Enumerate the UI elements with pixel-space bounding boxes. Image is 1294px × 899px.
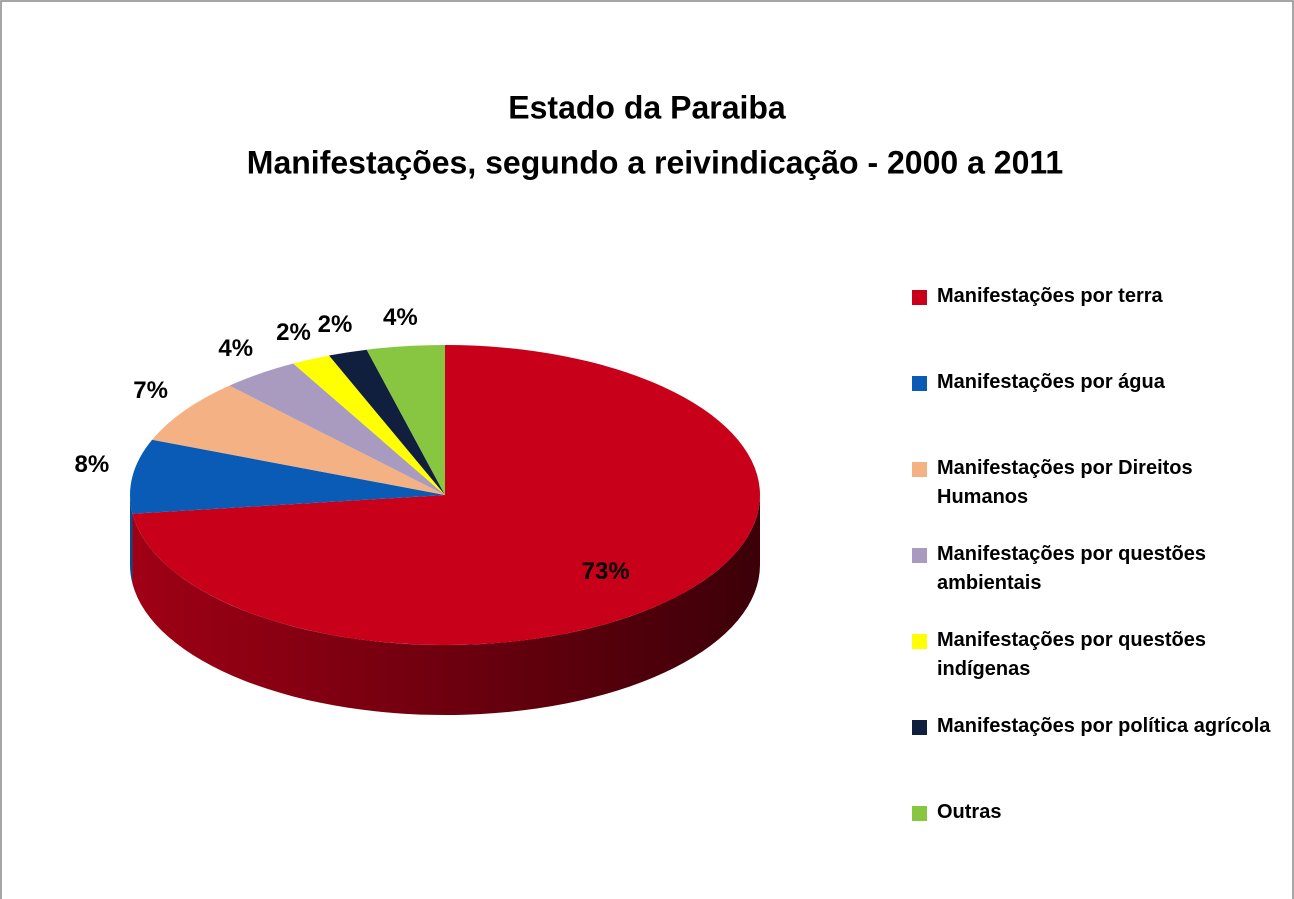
legend-label: Manifestações por questões ambientais — [937, 543, 1206, 594]
legend-swatch — [912, 634, 927, 649]
legend-item: Manifestações por questões indígenas — [912, 626, 1287, 712]
data-label: 73% — [582, 558, 630, 585]
slice — [366, 345, 445, 495]
slice-side — [132, 495, 760, 716]
legend-item: Manifestações por água — [912, 368, 1287, 454]
slice — [130, 439, 446, 514]
legend-item: Manifestações por política agrícola — [912, 712, 1287, 798]
data-label: 4% — [218, 335, 253, 362]
legend-item: Manifestações por Direitos Humanos — [912, 454, 1287, 540]
slice — [229, 363, 445, 495]
legend-item: Manifestações por terra — [912, 282, 1287, 368]
slice-side — [130, 495, 133, 584]
chart-subtitle: Manifestações, segundo a reivindicação -… — [247, 144, 1063, 180]
legend-swatch — [912, 720, 927, 735]
legend-swatch — [912, 548, 927, 563]
data-label: 8% — [75, 451, 110, 478]
legend-swatch — [912, 376, 927, 391]
legend: Manifestações por terra Manifestações por… — [912, 282, 1287, 884]
slice — [132, 345, 760, 645]
legend-label: Manifestações por questões indígenas — [937, 629, 1206, 680]
legend-swatch — [912, 806, 927, 821]
legend-label: Manifestações por água — [937, 371, 1165, 393]
data-label: 2% — [318, 311, 353, 338]
legend-label: Manifestações por Direitos Humanos — [937, 457, 1193, 508]
legend-swatch — [912, 290, 927, 305]
legend-label: Manifestações por terra — [937, 285, 1163, 307]
legend-swatch — [912, 462, 927, 477]
slice — [293, 355, 445, 495]
legend-label: Manifestações por política agrícola — [937, 715, 1271, 737]
chart-title: Estado da Paraiba — [508, 89, 786, 125]
legend-item: Manifestações por questões ambientais — [912, 540, 1287, 626]
data-label: 7% — [133, 377, 168, 404]
data-label: 4% — [383, 304, 418, 331]
legend-label: Outras — [937, 801, 1002, 823]
slice — [152, 385, 445, 495]
legend-item: Outras — [912, 798, 1287, 884]
data-label: 2% — [276, 319, 311, 346]
slice — [329, 349, 445, 495]
